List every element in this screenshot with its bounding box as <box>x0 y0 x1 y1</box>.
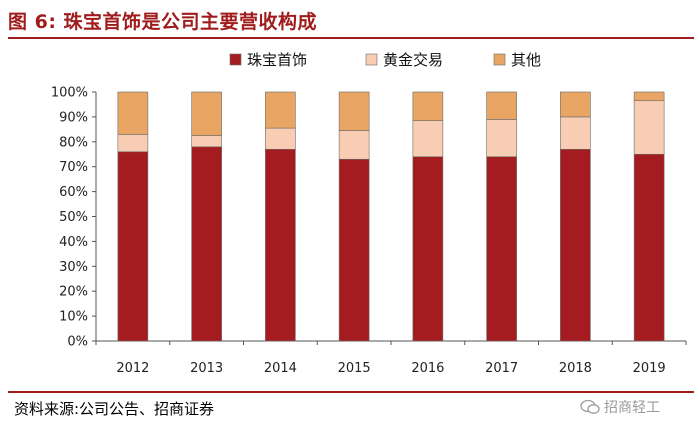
bar-segment-2-2019 <box>633 100 665 155</box>
legend-label-2: 黄金交易 <box>383 51 443 69</box>
source-divider <box>8 391 694 393</box>
legend-label-3: 其他 <box>511 51 541 69</box>
bar-segment-3-2013 <box>191 91 222 136</box>
x-tick-label: 2017 <box>485 361 518 376</box>
x-tick-label: 2018 <box>559 361 592 376</box>
bar-segment-1-2019 <box>633 153 665 342</box>
title-divider <box>8 37 694 39</box>
bar-segment-3-2012 <box>117 91 149 135</box>
y-tick-label: 60% <box>59 185 88 200</box>
x-tick-label: 2012 <box>116 361 149 376</box>
bar-segment-2-2014 <box>265 127 296 150</box>
bar-segment-3-2014 <box>265 91 296 129</box>
bar-segment-1-2018 <box>560 148 591 342</box>
bar-segment-3-2016 <box>412 91 444 121</box>
figure-title-bar: 图 6: 珠宝首饰是公司主要营收构成 <box>8 6 317 34</box>
legend-swatch-3 <box>493 53 506 66</box>
x-tick-label: 2013 <box>190 361 223 376</box>
chart-legend: 珠宝首饰 黄金交易 其他 <box>229 51 541 69</box>
figure-title: 图 6: 珠宝首饰是公司主要营收构成 <box>8 10 318 33</box>
bar-segment-3-2019 <box>633 91 665 102</box>
y-tick-label: 100% <box>51 86 88 101</box>
bar-segment-2-2017 <box>486 119 517 158</box>
legend-swatch-1 <box>229 53 242 66</box>
bar-segment-3-2018 <box>560 91 591 118</box>
y-tick-label: 90% <box>59 110 88 125</box>
y-tick-label: 30% <box>59 260 88 275</box>
watermark-text: 招商轻工 <box>604 400 660 416</box>
bar-segment-2-2013 <box>191 135 222 148</box>
bar-segment-2-2016 <box>412 120 444 158</box>
bar-segment-1-2012 <box>117 151 149 342</box>
chart-bars <box>117 91 665 342</box>
bar-segment-2-2018 <box>560 116 591 150</box>
legend-swatch-2 <box>365 53 378 66</box>
bar-segment-1-2014 <box>265 148 296 342</box>
y-tick-label: 0% <box>67 335 88 350</box>
y-tick-label: 70% <box>59 160 88 175</box>
y-tick-label: 40% <box>59 235 88 250</box>
bar-segment-1-2015 <box>338 158 370 342</box>
bar-segment-2-2015 <box>338 130 370 160</box>
source-note: 资料来源:公司公告、招商证券 <box>14 400 215 418</box>
x-tick-label: 2014 <box>264 361 297 376</box>
wechat-icon <box>580 399 600 414</box>
bar-segment-3-2015 <box>338 91 370 131</box>
chart-axes: 0% 10% 20% 30% 40% 50% 60% 70% 80% 90% 100% 2012 201… <box>51 86 687 376</box>
x-tick-label: 2016 <box>411 361 444 376</box>
bar-segment-1-2017 <box>486 156 517 342</box>
legend-label-1: 珠宝首饰 <box>247 51 307 69</box>
bar-segment-1-2013 <box>191 146 222 342</box>
x-tick-label: 2019 <box>633 361 666 376</box>
bar-segment-1-2016 <box>412 156 444 342</box>
watermark: 招商轻工 <box>580 396 660 418</box>
x-tick-label: 2015 <box>338 361 371 376</box>
y-tick-label: 80% <box>59 135 88 150</box>
bar-segment-2-2012 <box>117 134 149 153</box>
bar-segment-3-2017 <box>486 91 517 120</box>
y-tick-label: 10% <box>59 310 88 325</box>
y-tick-label: 20% <box>59 285 88 300</box>
y-tick-label: 50% <box>59 210 88 225</box>
